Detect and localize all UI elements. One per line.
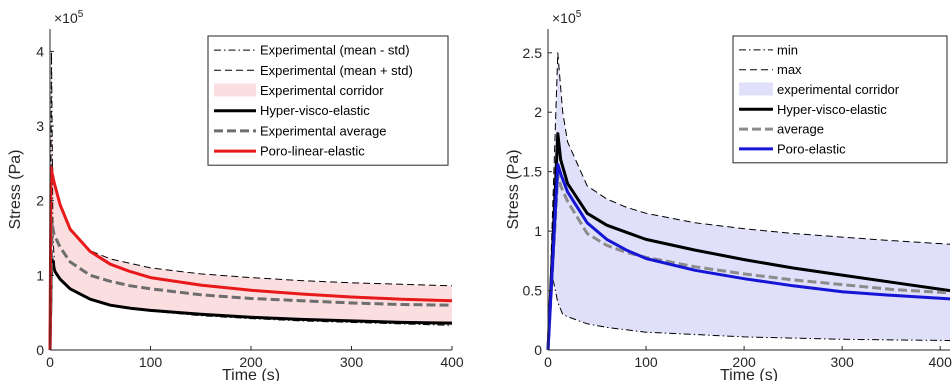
series-line-6 [546, 163, 951, 351]
legend-entry-label: Experimental corridor [260, 83, 384, 98]
y-tick-label: 3 [36, 118, 44, 134]
legend-entry-label: Hyper-visco-elastic [777, 102, 887, 117]
y-tick-label: 1.5 [523, 164, 543, 180]
x-tick-label: 0 [544, 354, 552, 370]
legend-entry-label: max [777, 62, 802, 77]
legend-entry-label: Poro-linear-elastic [260, 144, 365, 159]
legend-entry-label: Experimental (mean - std) [260, 43, 410, 58]
series-line-6 [48, 165, 453, 351]
x-tick-label: 100 [139, 354, 163, 370]
legend-swatch [214, 83, 256, 97]
y-tick-label: 0 [534, 342, 542, 358]
x-tick-label: 300 [340, 354, 364, 370]
x-tick-label: 100 [634, 354, 658, 370]
series-line-2 [547, 52, 951, 351]
series-line-4 [48, 255, 453, 351]
chart-panel-1: 0 100 200 300 400 0 1 2 3 4 Time (s) Stress (Pa) ×10… [7, 9, 464, 381]
legend-box [207, 35, 449, 166]
x-tick-label: 0 [46, 354, 54, 370]
y-exponent-label: ×105 [54, 9, 84, 26]
corridor-area [50, 51, 452, 351]
y-tick-label: 4 [36, 43, 44, 59]
legend: min max experimental corridor Hyper-visco-e… [732, 35, 948, 164]
x-tick-label: 200 [732, 354, 756, 370]
legend-entry-label: min [777, 42, 798, 57]
legend-entry-label: average [777, 122, 824, 137]
legend: Experimental (mean - std) Experimental (m… [207, 35, 449, 166]
chart-panel-2: 0 100 200 300 400 0 0.5 1 1.5 2 2.5 Time (s) Stress … [505, 9, 952, 381]
y-axis-label: Stress (Pa) [7, 149, 24, 229]
y-tick-label: 1 [36, 267, 44, 283]
y-tick-label: 1 [534, 223, 542, 239]
x-axis-label: Time (s) [222, 367, 280, 381]
y-exponent-power: 5 [576, 9, 582, 20]
y-tick-label: 2.5 [523, 45, 543, 61]
legend-entry-label: Hyper-visco-elastic [260, 103, 370, 118]
legend-entry-label: Experimental average [260, 123, 386, 138]
y-exponent-power: 5 [78, 9, 84, 20]
legend-entry-label: Poro-elastic [777, 141, 846, 156]
x-tick-label: 400 [929, 354, 952, 370]
x-tick-label: 400 [440, 354, 464, 370]
y-tick-label: 0.5 [523, 283, 543, 299]
series-line-1 [547, 278, 951, 351]
legend-box [732, 35, 948, 164]
legend-entry-label: experimental corridor [777, 82, 900, 97]
legend-swatch [739, 82, 773, 96]
x-tick-label: 200 [239, 354, 263, 370]
series-line-5 [48, 221, 453, 351]
y-tick-label: 0 [36, 342, 44, 358]
x-tick-label: 300 [830, 354, 854, 370]
legend-entry-label: Experimental (mean + std) [260, 63, 413, 78]
y-tick-label: 2 [534, 104, 542, 120]
x-axis-label: Time (s) [720, 367, 778, 381]
series-line-4 [546, 132, 951, 351]
y-tick-label: 2 [36, 193, 44, 209]
y-axis-label: Stress (Pa) [505, 149, 522, 229]
y-exponent-label: ×105 [552, 9, 582, 26]
